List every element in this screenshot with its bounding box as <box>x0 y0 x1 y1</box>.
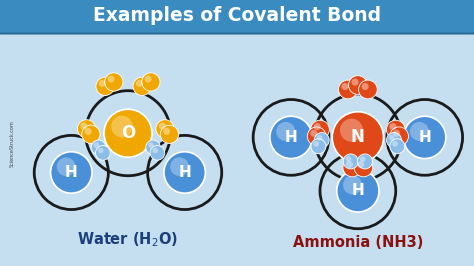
Text: H: H <box>419 130 431 145</box>
Circle shape <box>386 132 401 148</box>
Circle shape <box>85 128 91 135</box>
Circle shape <box>346 156 351 162</box>
Circle shape <box>389 123 396 130</box>
Circle shape <box>96 146 110 160</box>
Circle shape <box>136 80 143 87</box>
Circle shape <box>142 73 160 91</box>
Circle shape <box>354 158 373 177</box>
Circle shape <box>133 77 151 95</box>
Circle shape <box>357 154 373 169</box>
Circle shape <box>338 80 357 99</box>
Circle shape <box>51 152 92 193</box>
Circle shape <box>337 170 379 212</box>
Circle shape <box>310 130 318 137</box>
Circle shape <box>358 80 377 99</box>
Circle shape <box>317 135 322 140</box>
Circle shape <box>270 116 312 159</box>
Text: H: H <box>285 130 297 145</box>
Circle shape <box>307 127 326 146</box>
Text: Water (H$_2$O): Water (H$_2$O) <box>77 231 179 250</box>
Circle shape <box>156 120 174 138</box>
Circle shape <box>159 122 166 129</box>
Circle shape <box>314 123 321 130</box>
Circle shape <box>410 122 429 141</box>
Circle shape <box>104 109 152 157</box>
Circle shape <box>163 128 170 135</box>
Circle shape <box>98 148 103 153</box>
Circle shape <box>57 157 75 176</box>
Circle shape <box>314 132 329 148</box>
Text: O: O <box>121 124 135 142</box>
Circle shape <box>111 116 133 137</box>
Circle shape <box>148 142 154 148</box>
Circle shape <box>390 139 405 154</box>
Circle shape <box>164 152 205 193</box>
Circle shape <box>343 158 362 177</box>
Circle shape <box>386 120 405 139</box>
Circle shape <box>390 127 409 146</box>
Circle shape <box>153 148 158 153</box>
Circle shape <box>393 130 400 137</box>
Circle shape <box>108 76 115 82</box>
Circle shape <box>403 116 446 159</box>
Circle shape <box>343 154 358 169</box>
Circle shape <box>170 157 189 176</box>
Circle shape <box>91 140 106 155</box>
Circle shape <box>313 141 319 147</box>
Text: H: H <box>65 165 78 180</box>
Circle shape <box>150 146 165 160</box>
Circle shape <box>389 135 394 140</box>
Circle shape <box>82 125 100 143</box>
Text: H: H <box>178 165 191 180</box>
Circle shape <box>276 122 295 141</box>
Text: H: H <box>352 183 364 198</box>
Text: ScienceStruck.com: ScienceStruck.com <box>9 120 14 167</box>
Circle shape <box>105 73 123 91</box>
Circle shape <box>362 83 369 90</box>
Circle shape <box>99 80 106 87</box>
Circle shape <box>348 76 367 94</box>
Circle shape <box>77 120 96 138</box>
Circle shape <box>80 122 87 129</box>
Circle shape <box>343 175 362 194</box>
FancyBboxPatch shape <box>0 0 474 34</box>
Circle shape <box>357 161 364 168</box>
Circle shape <box>352 78 359 86</box>
Circle shape <box>360 156 365 162</box>
Circle shape <box>340 119 363 142</box>
Circle shape <box>346 161 353 168</box>
Circle shape <box>332 112 383 163</box>
Circle shape <box>146 140 160 155</box>
Text: Ammonia (NH3): Ammonia (NH3) <box>292 235 423 250</box>
Circle shape <box>96 77 114 95</box>
Circle shape <box>310 120 329 139</box>
Circle shape <box>392 141 398 147</box>
Text: N: N <box>351 128 365 146</box>
Circle shape <box>145 76 152 82</box>
Circle shape <box>341 83 348 90</box>
Text: Examples of Covalent Bond: Examples of Covalent Bond <box>93 6 381 26</box>
Circle shape <box>160 125 179 143</box>
Circle shape <box>93 142 99 148</box>
Circle shape <box>311 139 326 154</box>
